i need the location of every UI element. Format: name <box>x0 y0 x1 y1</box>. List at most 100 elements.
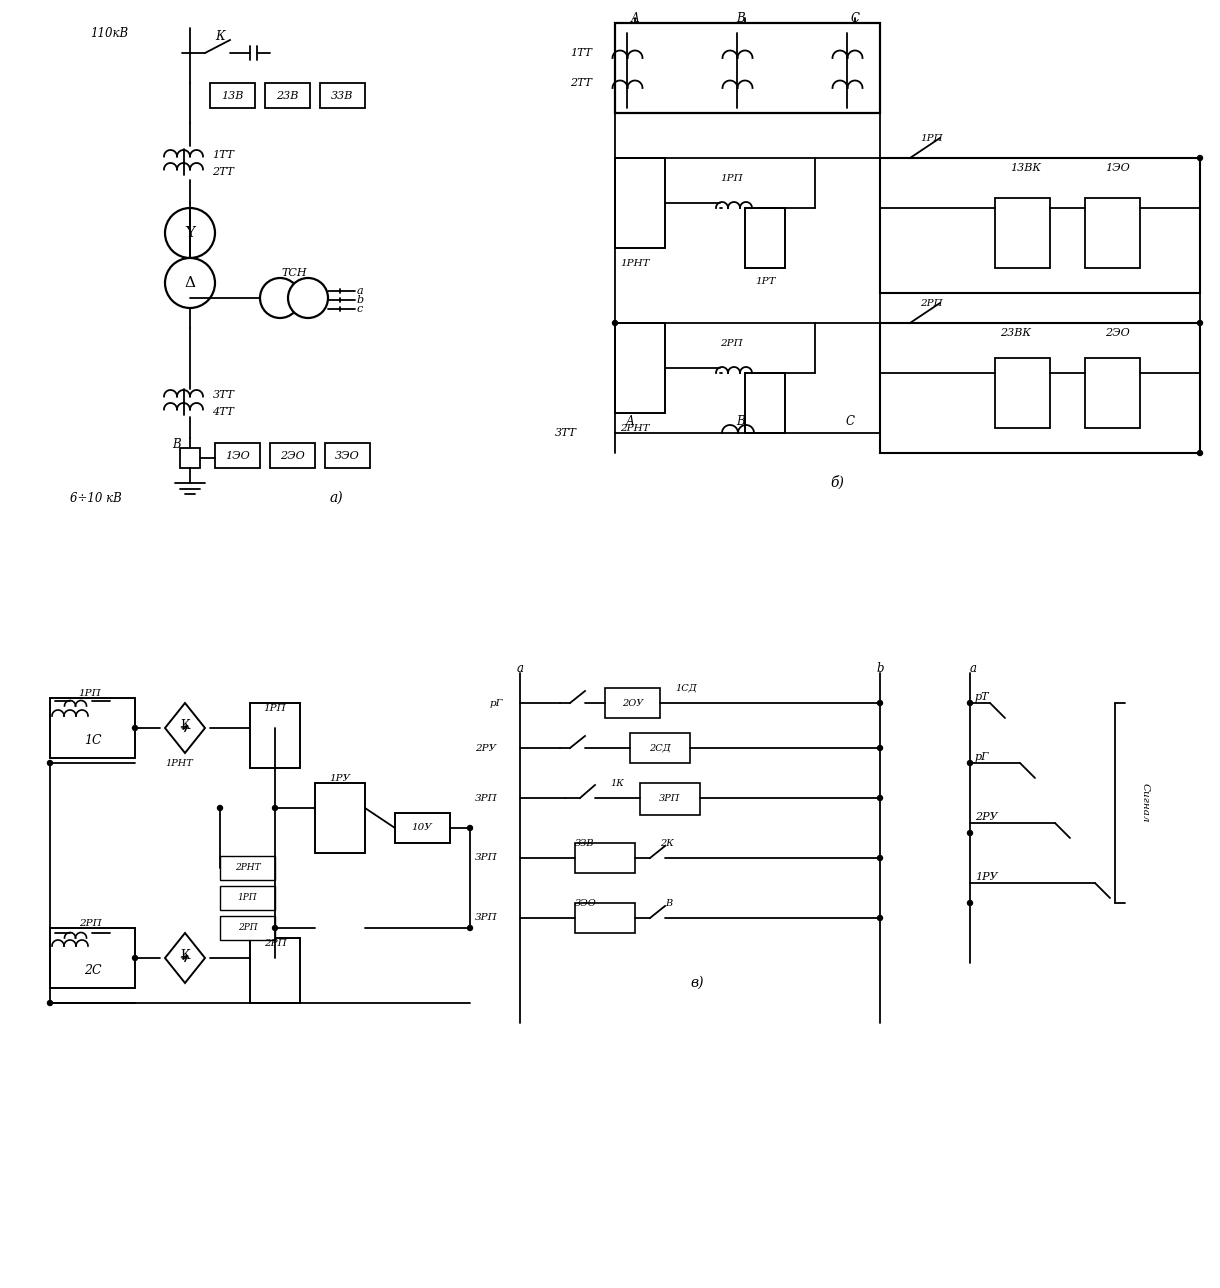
Text: С: С <box>850 12 860 24</box>
Text: В: В <box>736 415 744 428</box>
Text: А: А <box>626 415 634 428</box>
Text: 110кВ: 110кВ <box>90 27 128 40</box>
Circle shape <box>1198 321 1203 326</box>
Circle shape <box>967 760 972 765</box>
Text: 2РНТ: 2РНТ <box>620 424 649 433</box>
Text: 23В: 23В <box>276 90 299 100</box>
Text: А: А <box>631 12 639 24</box>
Bar <box>395 813 450 844</box>
Text: а): а) <box>329 491 344 505</box>
Circle shape <box>133 725 138 730</box>
Text: b: b <box>357 295 364 305</box>
Text: 2ЭО: 2ЭО <box>281 451 305 461</box>
Circle shape <box>1198 156 1203 161</box>
Text: 2РНТ: 2РНТ <box>234 863 260 872</box>
Text: 2РУ: 2РУ <box>475 743 497 752</box>
Text: 1РП: 1РП <box>264 703 287 712</box>
Circle shape <box>877 855 882 860</box>
Text: 3РП: 3РП <box>475 913 498 922</box>
Text: рГ: рГ <box>490 698 504 707</box>
Bar <box>615 158 665 249</box>
Text: 6÷10 кВ: 6÷10 кВ <box>70 492 122 505</box>
Circle shape <box>272 805 277 810</box>
Circle shape <box>467 926 472 930</box>
Text: 3ЭО: 3ЭО <box>336 451 360 461</box>
Text: 2ЭО: 2ЭО <box>1105 328 1130 337</box>
Text: c: c <box>357 304 364 314</box>
Text: 13В: 13В <box>221 90 244 100</box>
Text: 2РП: 2РП <box>78 918 101 927</box>
Text: 1РП: 1РП <box>238 894 257 903</box>
Text: 1ЭО: 1ЭО <box>1105 164 1130 173</box>
Text: 2К: 2К <box>660 838 673 848</box>
Text: рТ: рТ <box>975 692 989 702</box>
Text: в): в) <box>691 976 704 990</box>
Text: В: В <box>736 12 744 24</box>
Text: Δ: Δ <box>184 276 195 290</box>
Text: a: a <box>516 662 523 675</box>
Text: 33В: 33В <box>332 90 354 100</box>
Text: 1С: 1С <box>84 733 101 747</box>
Bar <box>210 82 255 108</box>
Bar <box>996 198 1050 268</box>
Bar <box>745 374 784 433</box>
Bar <box>575 844 634 873</box>
Circle shape <box>48 1001 52 1006</box>
Text: Y: Y <box>185 225 195 240</box>
Text: 3ЭО: 3ЭО <box>575 899 597 908</box>
Text: К: К <box>215 30 224 43</box>
Bar <box>880 323 1200 453</box>
Text: К: К <box>181 719 190 732</box>
Text: Сигнал: Сигнал <box>1141 783 1149 823</box>
Bar <box>320 82 365 108</box>
Bar <box>605 688 660 717</box>
Text: рГ: рГ <box>975 752 989 762</box>
Text: К: К <box>181 948 190 962</box>
Text: 2РП: 2РП <box>720 339 743 348</box>
Text: 2ТТ: 2ТТ <box>570 79 592 88</box>
Text: В: В <box>172 438 181 451</box>
Text: 3ТТ: 3ТТ <box>212 389 234 399</box>
Text: 1РП: 1РП <box>920 134 943 143</box>
Circle shape <box>1198 451 1203 456</box>
Bar <box>181 448 200 468</box>
Bar <box>270 443 315 468</box>
Text: 1РНТ: 1РНТ <box>620 259 649 268</box>
Bar <box>215 443 260 468</box>
Text: 3ТТ: 3ТТ <box>555 428 577 438</box>
Circle shape <box>877 916 882 921</box>
Text: 3РП: 3РП <box>475 793 498 802</box>
Circle shape <box>288 278 328 318</box>
Circle shape <box>877 701 882 706</box>
Bar <box>615 323 665 413</box>
Text: 3РП: 3РП <box>475 854 498 863</box>
Circle shape <box>48 760 52 765</box>
Text: В: В <box>665 899 672 908</box>
Bar <box>250 938 300 1003</box>
Bar <box>996 358 1050 428</box>
Circle shape <box>967 831 972 836</box>
Circle shape <box>260 278 300 318</box>
Text: 2РП: 2РП <box>238 923 257 933</box>
Text: 2РУ: 2РУ <box>975 811 998 822</box>
Circle shape <box>272 926 277 930</box>
Text: a: a <box>357 286 364 296</box>
Bar <box>220 886 274 911</box>
Text: 2ОУ: 2ОУ <box>622 698 643 707</box>
Text: a: a <box>970 662 977 675</box>
Text: б): б) <box>830 475 844 491</box>
Bar <box>220 916 274 940</box>
Text: 1РП: 1РП <box>78 689 101 698</box>
Bar <box>50 927 135 988</box>
Text: 4ТТ: 4ТТ <box>212 407 234 416</box>
Text: 1СД: 1СД <box>675 684 697 693</box>
Text: 1ТТ: 1ТТ <box>570 48 592 58</box>
Circle shape <box>967 701 972 706</box>
Text: 13ВК: 13ВК <box>1010 164 1041 173</box>
Bar <box>250 703 300 768</box>
Text: 2РП: 2РП <box>264 939 287 948</box>
Text: 1РП: 1РП <box>720 174 743 183</box>
Text: 1РНТ: 1РНТ <box>165 759 193 768</box>
Text: 1РУ: 1РУ <box>975 872 998 882</box>
Bar <box>630 733 691 762</box>
